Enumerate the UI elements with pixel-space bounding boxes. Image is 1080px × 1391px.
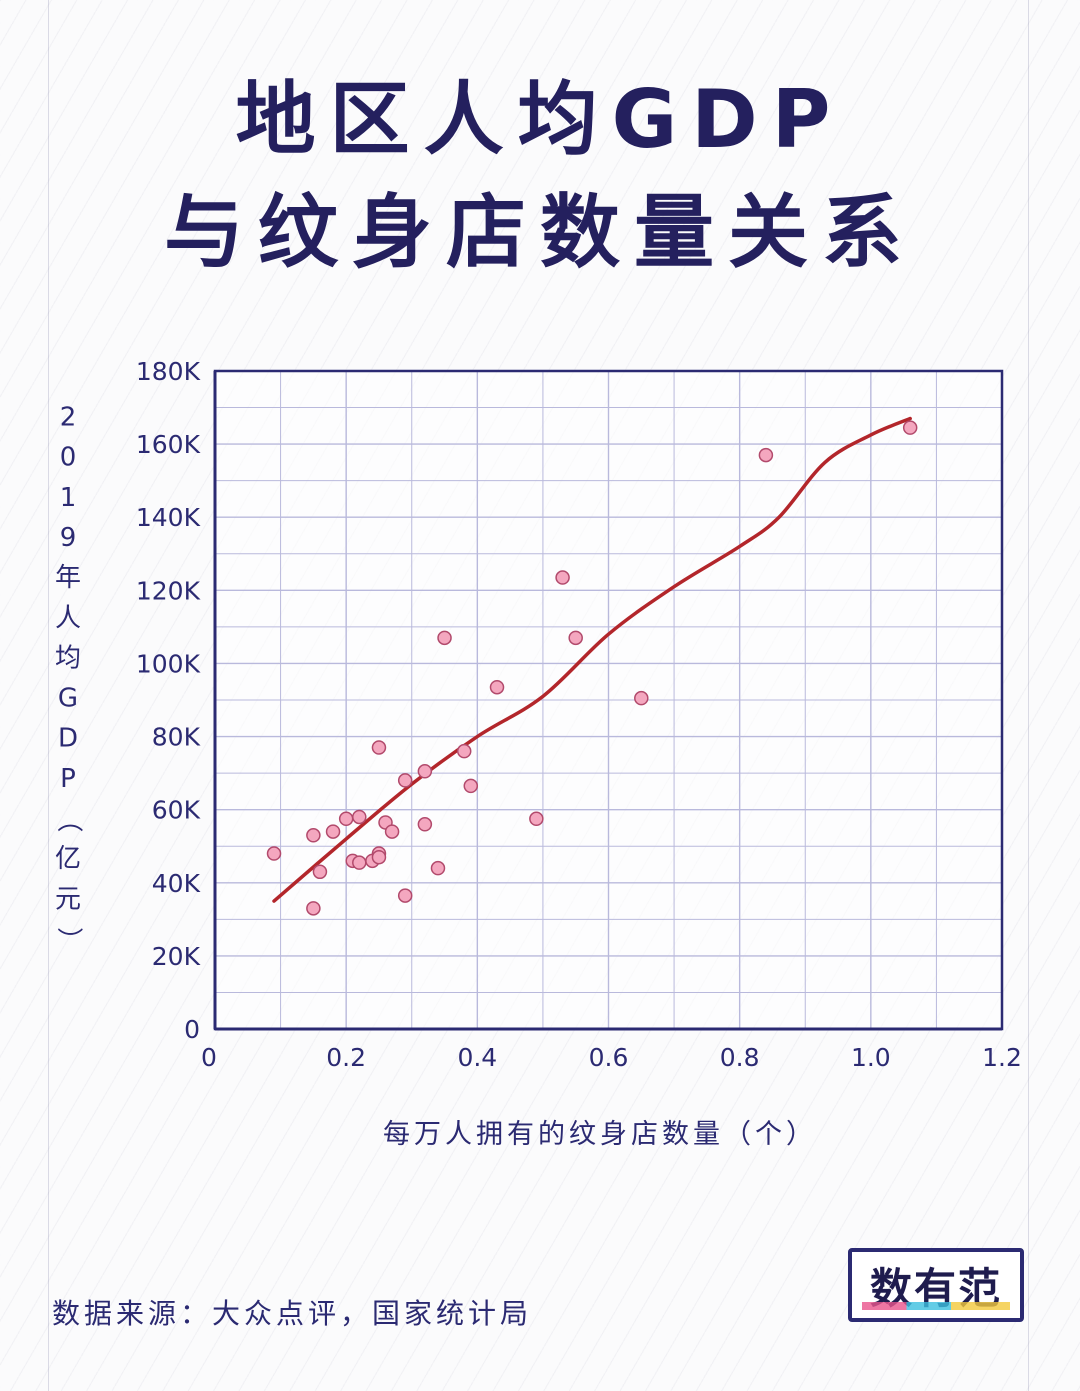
x-tick-label: 0.4	[457, 1043, 497, 1072]
y-tick-label: 80K	[152, 723, 201, 752]
data-point	[266, 846, 282, 861]
data-point	[371, 849, 387, 865]
data-point	[306, 828, 321, 843]
y-tick-label: 160K	[136, 430, 201, 459]
y-axis-label-char: 年	[55, 563, 81, 593]
y-tick-label: 100K	[136, 649, 201, 678]
data-point	[371, 740, 387, 755]
data-point	[568, 630, 583, 646]
brand-logo: 数有范	[848, 1248, 1024, 1322]
y-tick-label: 140K	[136, 503, 201, 532]
data-point	[463, 778, 479, 794]
logo-accent-bar	[862, 1302, 1010, 1310]
data-point	[758, 447, 774, 463]
y-axis-label-char: G	[58, 684, 78, 714]
x-axis-label: 每万人拥有的纹身店数量（个）	[383, 1119, 817, 1150]
x-tick-label: 0.2	[326, 1043, 366, 1072]
data-point	[489, 679, 505, 695]
y-tick-label: 0	[184, 1015, 200, 1044]
y-axis-label-char: 1	[60, 483, 77, 513]
data-point	[417, 817, 433, 832]
data-point	[312, 864, 328, 880]
y-axis-label-char: 9	[60, 523, 77, 553]
data-point	[306, 901, 321, 916]
data-source: 数据来源：大众点评，国家统计局	[52, 1297, 533, 1330]
trend-line	[272, 416, 912, 903]
y-axis-label-char: 2	[60, 403, 77, 433]
chart-title-line-1: 地区人均GDP	[235, 73, 845, 166]
y-tick-label: 20K	[152, 942, 201, 971]
y-axis-label-char: 0	[60, 443, 77, 473]
x-tick-label: 0.6	[589, 1043, 629, 1072]
y-axis-label-char: P	[60, 764, 76, 794]
data-point	[430, 860, 446, 876]
y-tick-label: 60K	[152, 796, 201, 825]
page-margin-left	[48, 0, 49, 1391]
data-point	[555, 570, 570, 585]
page-margin-right	[1028, 0, 1029, 1391]
data-point	[338, 811, 354, 827]
y-tick-label: 120K	[136, 576, 201, 605]
data-point	[417, 764, 433, 779]
x-tick-label: 1.0	[851, 1043, 891, 1072]
y-axis-label-char: （	[54, 807, 84, 833]
data-point	[634, 690, 649, 706]
x-tick-label: 0	[201, 1043, 217, 1072]
data-point	[902, 420, 918, 435]
y-tick-label: 40K	[152, 869, 201, 898]
y-axis-label-char: ）	[54, 927, 84, 953]
data-point	[352, 809, 367, 825]
data-point	[456, 743, 472, 759]
data-point	[397, 888, 413, 903]
x-tick-label: 0.8	[720, 1043, 760, 1072]
data-point	[397, 773, 413, 788]
y-axis-label-char: 人	[55, 603, 81, 633]
y-axis-label-char: 元	[55, 884, 81, 914]
y-axis-label-char: D	[58, 724, 78, 754]
y-tick-label: 180K	[136, 357, 201, 386]
y-axis-label-char: 亿	[55, 844, 81, 874]
data-point	[325, 824, 341, 839]
data-point	[529, 811, 544, 827]
y-axis-label-char: 均	[55, 643, 81, 673]
data-point	[352, 855, 367, 870]
data-point	[384, 824, 400, 839]
x-tick-label: 1.2	[982, 1043, 1022, 1072]
data-point	[437, 630, 452, 646]
chart-title-line-2: 与纹身店数量关系	[164, 186, 916, 279]
